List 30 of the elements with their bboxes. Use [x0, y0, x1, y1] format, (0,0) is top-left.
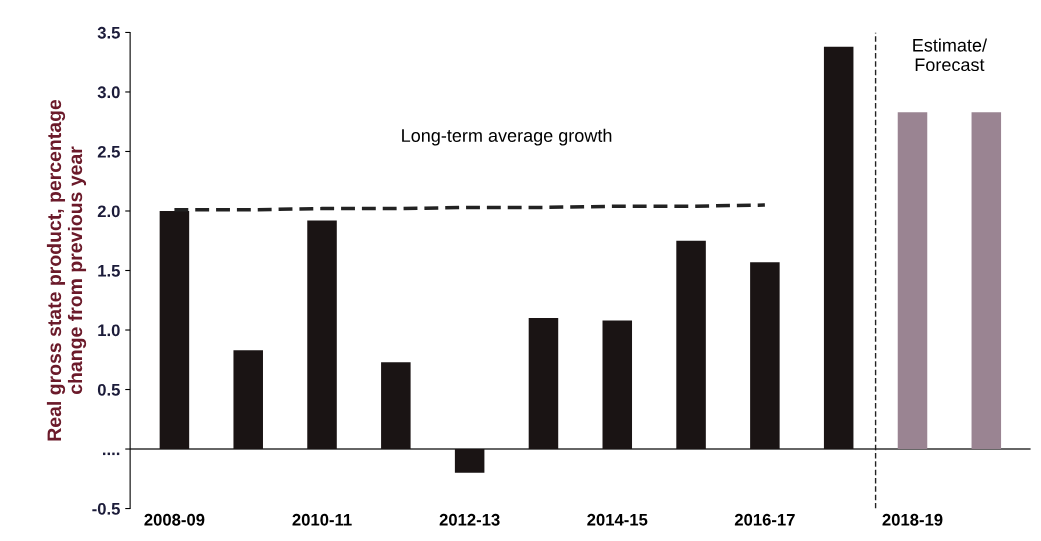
x-tick-label: 2008-09	[144, 513, 205, 526]
y-axis-title: Real gross state product, percentage change from previous year	[46, 99, 87, 441]
y-tick-label: 0.5	[97, 383, 120, 396]
y-tick-label: 2.5	[97, 145, 120, 158]
x-tick-label: 2016-17	[734, 513, 795, 526]
bar	[602, 320, 633, 450]
y-tick-label: ....	[103, 452, 120, 456]
bar	[381, 362, 411, 450]
bar	[159, 210, 190, 450]
bar	[750, 262, 780, 450]
y-tick-label: 1.0	[98, 324, 120, 337]
bar	[528, 318, 559, 450]
x-tick-label: 2014-15	[587, 513, 648, 526]
bar	[233, 350, 263, 450]
y-tick-label: 2.0	[97, 205, 120, 218]
x-tick-label: 2018-19	[882, 513, 943, 526]
ref-line-label: Estimate/ Forecast	[913, 38, 988, 72]
bar	[676, 240, 706, 450]
x-tick-label: 2010-11	[292, 513, 352, 526]
bar	[454, 449, 485, 473]
bar	[823, 46, 854, 450]
y-tick-label: 1.5	[98, 265, 120, 277]
bar	[307, 220, 337, 450]
bar	[897, 112, 928, 450]
y-tick-label: 3.5	[97, 26, 120, 39]
y-tick-label: -0.5	[92, 502, 120, 515]
bar	[971, 112, 1002, 450]
y-tick-label: 3.0	[97, 86, 120, 99]
annotation: Long-term average growth	[402, 128, 612, 146]
x-tick-label: 2012-13	[439, 513, 500, 526]
